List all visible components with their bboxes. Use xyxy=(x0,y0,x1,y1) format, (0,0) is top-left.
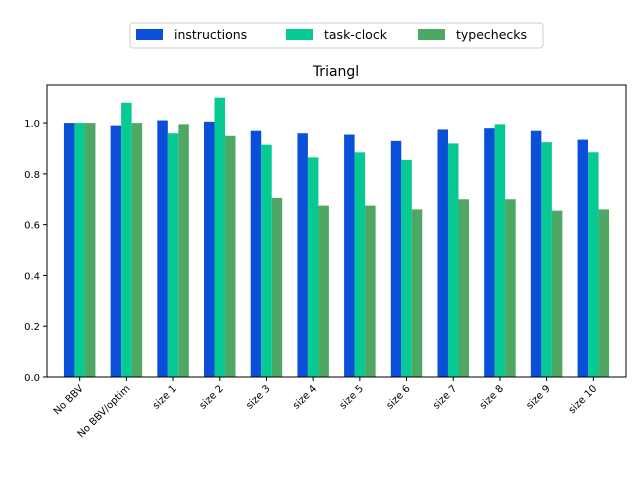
bar-instructions-6 xyxy=(344,134,355,377)
legend-label-typechecks: typechecks xyxy=(456,27,527,42)
bar-instructions-1 xyxy=(110,125,122,377)
bar-typechecks-10 xyxy=(551,210,563,377)
bar-task-clock-8 xyxy=(447,143,459,377)
bar-typechecks-4 xyxy=(271,197,283,377)
bar-instructions-9 xyxy=(484,128,495,377)
bar-task-clock-3 xyxy=(214,97,226,377)
bar-typechecks-0 xyxy=(84,123,96,377)
bar-typechecks-1 xyxy=(131,123,143,377)
bar-task-clock-1 xyxy=(121,102,132,378)
legend: instructions task-clock typechecks xyxy=(129,22,544,49)
bar-task-clock-11 xyxy=(588,152,599,377)
bar-instructions-4 xyxy=(250,130,262,377)
bar-task-clock-0 xyxy=(74,123,85,377)
bar-instructions-0 xyxy=(63,123,75,377)
bar-typechecks-9 xyxy=(505,199,516,377)
legend-swatch-task-clock xyxy=(286,29,313,40)
bar-typechecks-2 xyxy=(178,124,189,377)
legend-label-task-clock: task-clock xyxy=(324,27,388,42)
legend-label-instructions: instructions xyxy=(174,27,247,42)
y-tick-label: 1.0 xyxy=(24,119,40,130)
bar-instructions-3 xyxy=(204,121,215,377)
bar-task-clock-9 xyxy=(494,124,506,377)
bar-typechecks-8 xyxy=(458,199,469,377)
bar-typechecks-5 xyxy=(318,205,329,377)
y-tick-label: 0.4 xyxy=(24,271,40,282)
bar-task-clock-6 xyxy=(354,152,366,377)
bar-task-clock-4 xyxy=(261,144,272,377)
legend-swatch-instructions xyxy=(136,29,163,40)
bar-typechecks-6 xyxy=(365,205,376,377)
bar-instructions-7 xyxy=(390,140,402,377)
bar-typechecks-11 xyxy=(598,209,610,377)
bar-instructions-2 xyxy=(157,120,168,378)
chart-title: Triangl xyxy=(312,64,359,80)
bar-instructions-10 xyxy=(530,130,542,377)
bar-instructions-5 xyxy=(297,133,308,377)
legend-swatch-typechecks xyxy=(418,29,445,40)
bar-task-clock-2 xyxy=(167,133,179,377)
axes-frame xyxy=(46,84,627,378)
bar-task-clock-7 xyxy=(401,159,412,377)
y-tick-label: 0.8 xyxy=(24,170,40,181)
bar-typechecks-3 xyxy=(225,135,236,377)
bar-typechecks-7 xyxy=(411,209,423,377)
bar-instructions-8 xyxy=(437,129,448,377)
y-tick-label: 0.6 xyxy=(24,221,40,232)
bar-instructions-11 xyxy=(577,139,589,377)
y-tick-label: 0.0 xyxy=(24,373,40,384)
y-tick-label: 0.2 xyxy=(24,322,40,333)
bar-task-clock-5 xyxy=(307,157,319,377)
bar-task-clock-10 xyxy=(541,142,552,377)
